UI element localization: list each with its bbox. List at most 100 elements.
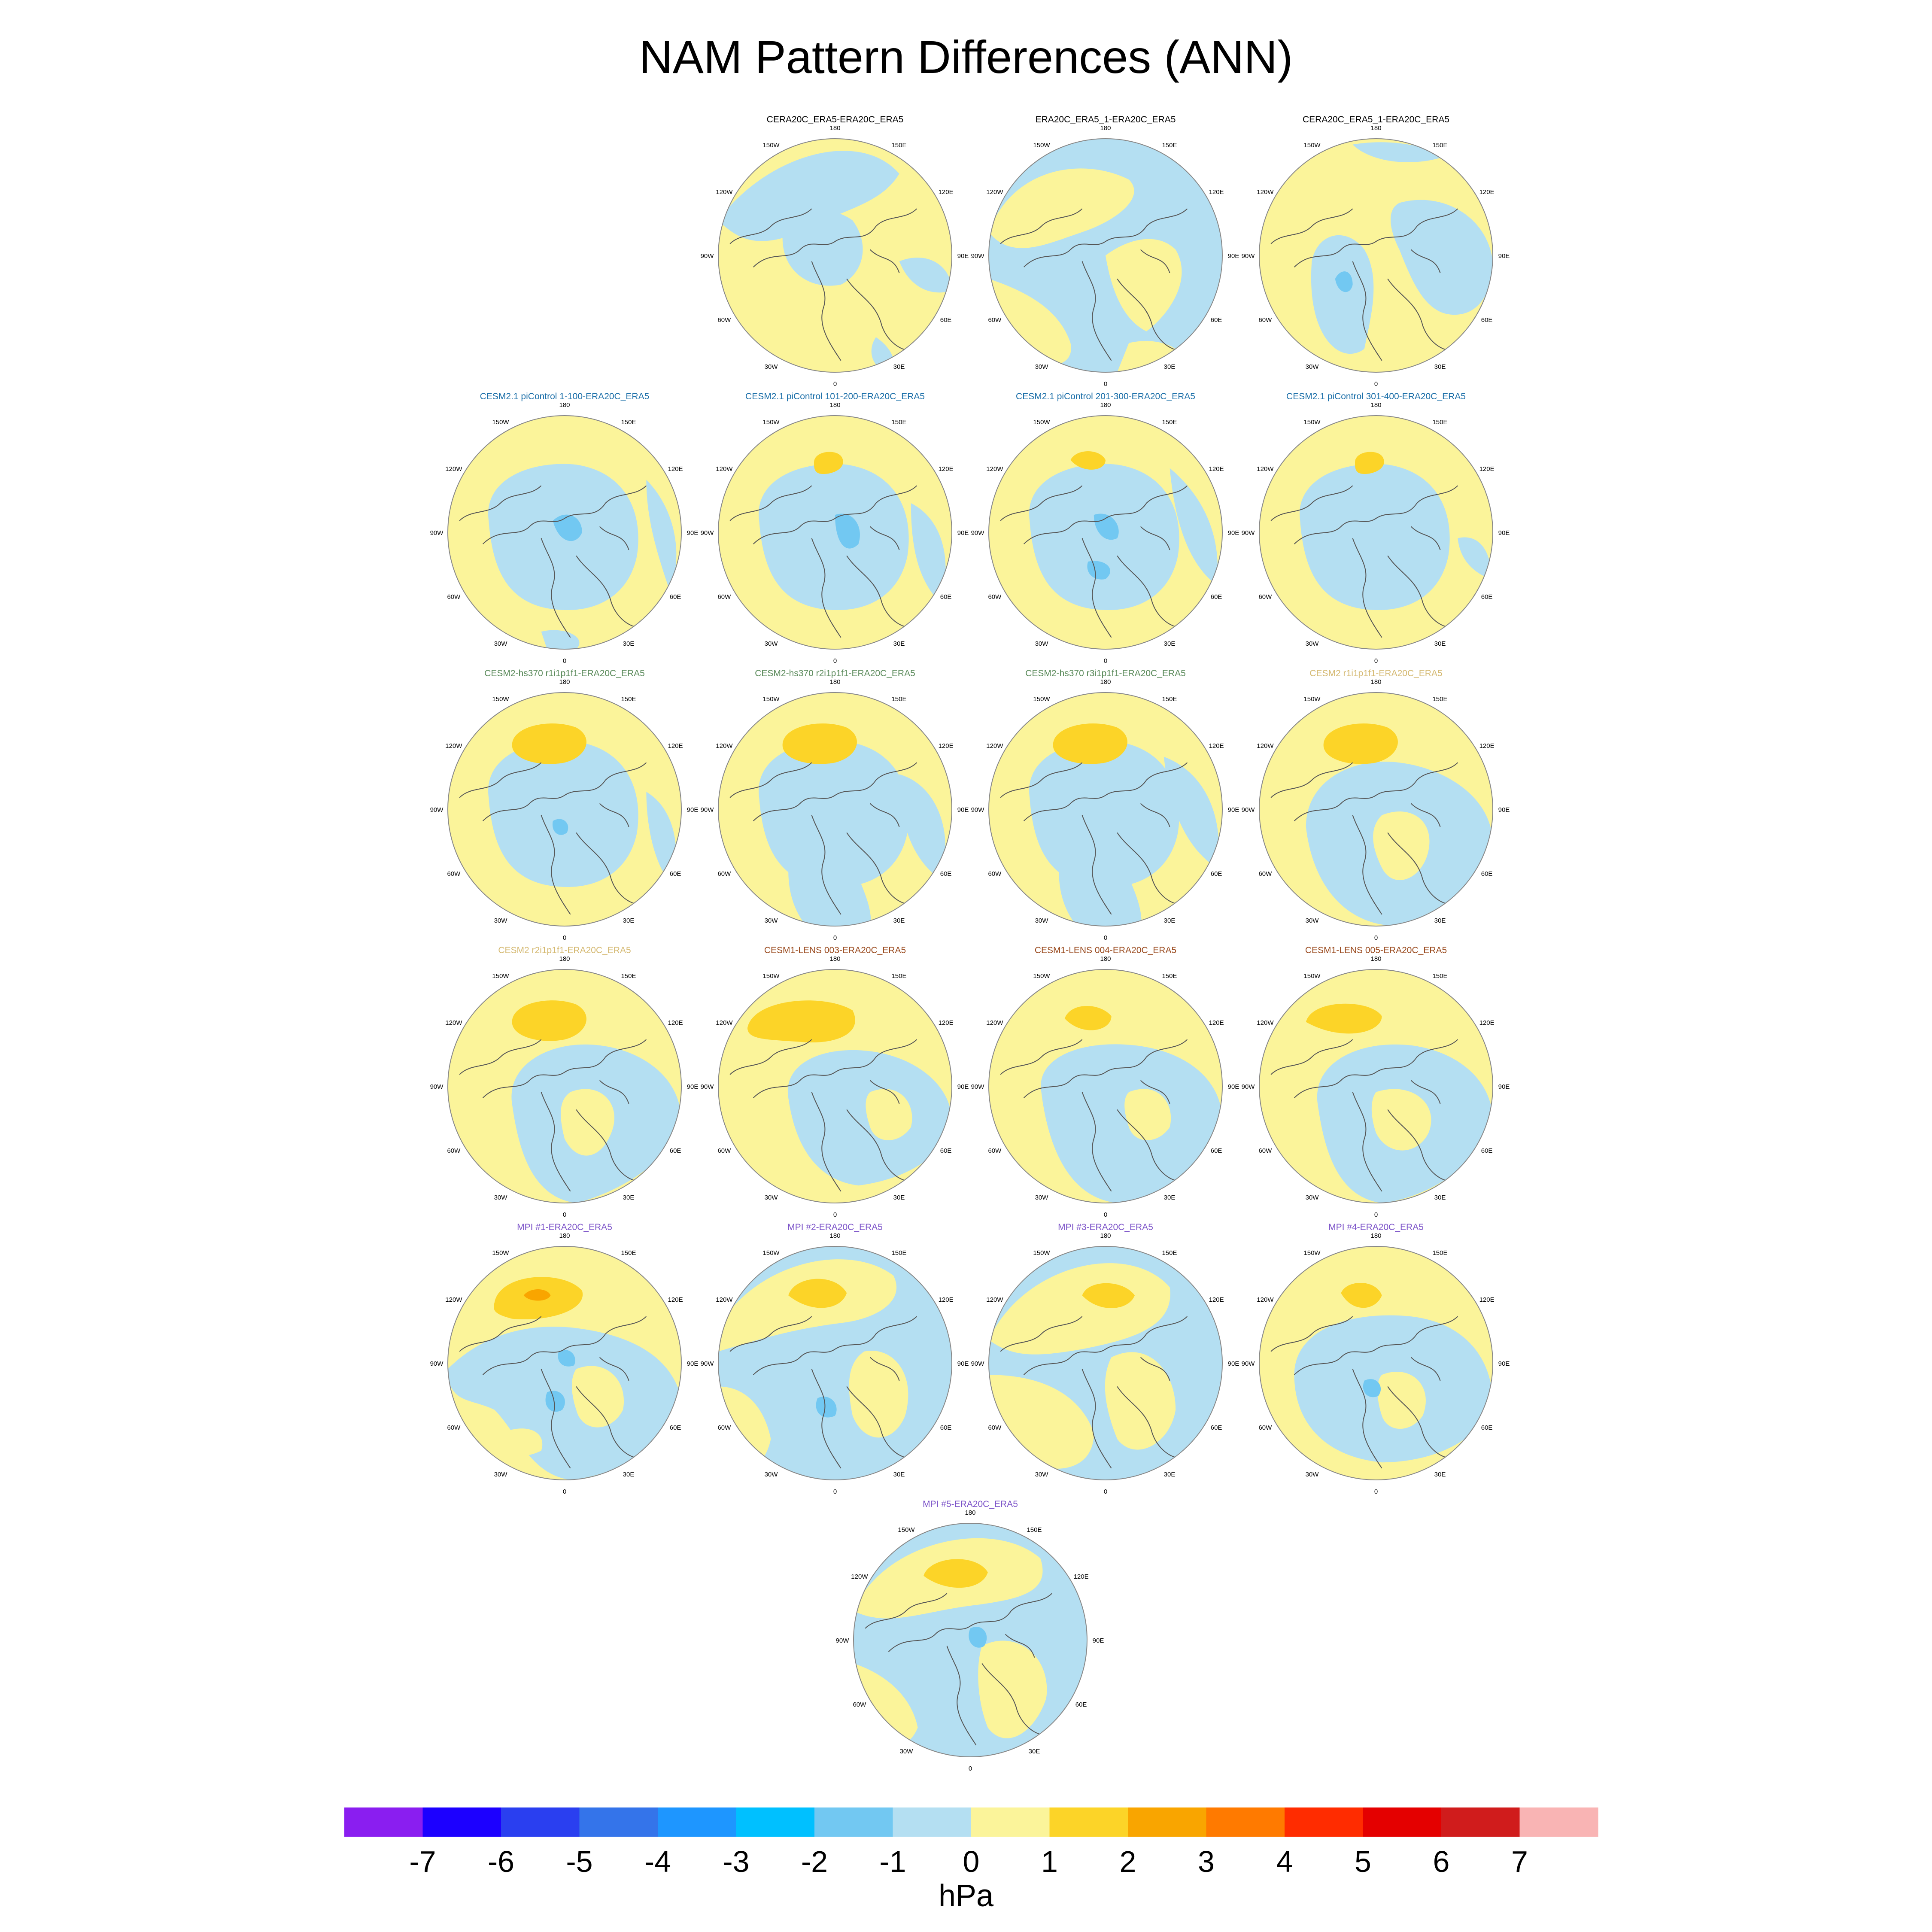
longitude-label: 90W: [1242, 1083, 1255, 1091]
longitude-label: 180: [1100, 125, 1111, 132]
longitude-label: 60W: [988, 1424, 1002, 1431]
coastline: [1294, 208, 1458, 267]
longitude-label: 120W: [986, 1296, 1003, 1303]
longitude-label: 60W: [447, 1147, 461, 1154]
longitude-label: 150W: [762, 696, 780, 703]
contour-region: [1355, 452, 1384, 474]
contour-region: [1323, 723, 1398, 764]
map-panel: 180 150E 120E 90E 60E 30E 0 30W 60W 90W 120W 150W CE…: [1242, 668, 1510, 942]
longitude-label: 0: [1374, 1211, 1378, 1218]
coastline: [1000, 1316, 1083, 1352]
contour-region: [782, 210, 863, 286]
contour-fill: [718, 416, 952, 649]
longitude-label: 150W: [762, 972, 780, 980]
map-border: [718, 692, 952, 927]
longitude-label: 120E: [668, 1019, 683, 1027]
longitude-label: 60E: [1211, 1424, 1222, 1431]
longitude-label: 30E: [1434, 917, 1446, 924]
longitude-label: 60E: [940, 316, 952, 324]
panel-title: MPI #2-ERA20C_ERA5: [787, 1222, 883, 1232]
longitude-label: 90W: [836, 1637, 850, 1644]
longitude-label: 30W: [765, 1471, 778, 1478]
longitude-label: 60E: [1211, 593, 1222, 601]
contour-region: [1053, 723, 1127, 764]
longitude-label: 60E: [1481, 1147, 1493, 1154]
coastline: [1410, 1080, 1441, 1104]
panel-title: MPI #1-ERA20C_ERA5: [517, 1222, 612, 1232]
longitude-label: 60W: [717, 870, 731, 878]
longitude-label: 150W: [492, 419, 509, 426]
longitude-label: 150E: [1432, 972, 1447, 980]
longitude-label: 30E: [1164, 640, 1176, 647]
coastline: [753, 1316, 917, 1375]
map-border: [447, 1246, 682, 1480]
longitude-label: 60E: [670, 1424, 681, 1431]
longitude-label: 0: [833, 934, 837, 942]
coastline: [1352, 261, 1382, 361]
contour-region: [512, 1000, 586, 1041]
coastline: [459, 1316, 542, 1352]
longitude-label: 30W: [1035, 917, 1049, 924]
contour-region: [1124, 1089, 1171, 1140]
longitude-label: 120E: [939, 1296, 954, 1303]
contour-region: [512, 723, 586, 764]
coastline: [811, 1092, 841, 1192]
longitude-label: 120E: [1209, 465, 1224, 473]
map-panel: 180 150E 120E 90E 60E 30E 0 30W 60W 90W 120W 150W CE…: [1242, 945, 1510, 1218]
longitude-label: 150E: [621, 419, 636, 426]
map-panel: 180 150E 120E 90E 60E 30E 0 30W 60W 90W 120W 150W CE…: [430, 392, 699, 665]
contour-region: [495, 1428, 543, 1457]
coastline: [753, 208, 917, 267]
coastline: [869, 249, 900, 273]
panel-title: CESM1-LENS 004-ERA20C_ERA5: [1035, 945, 1176, 955]
coastline: [482, 762, 647, 821]
coastline: [1023, 762, 1188, 821]
longitude-label: 90E: [687, 1360, 699, 1367]
longitude-label: 90E: [957, 252, 969, 260]
longitude-label: 0: [1374, 657, 1378, 665]
map-border: [718, 138, 952, 373]
longitude-label: 120E: [668, 1296, 683, 1303]
contour-region: [1105, 1352, 1176, 1450]
coastline: [1270, 1039, 1353, 1075]
map-border: [1259, 415, 1493, 650]
longitude-label: 120W: [716, 1019, 733, 1027]
coastline: [869, 1080, 900, 1104]
longitude-label: 180: [1100, 678, 1111, 686]
longitude-label: 30W: [1306, 1471, 1319, 1478]
longitude-label: 90W: [1242, 252, 1255, 260]
longitude-label: 150E: [891, 419, 906, 426]
longitude-label: 150W: [492, 972, 509, 980]
longitude-label: 120W: [716, 188, 733, 196]
longitude-label: 180: [1370, 1232, 1381, 1239]
longitude-label: 90W: [701, 252, 714, 260]
longitude-label: 60E: [940, 593, 952, 601]
map-border: [447, 692, 682, 927]
longitude-label: 60E: [940, 1147, 952, 1154]
contour-region: [814, 452, 843, 474]
longitude-label: 90E: [1228, 252, 1239, 260]
map-border: [1259, 138, 1493, 373]
longitude-label: 120W: [986, 1019, 1003, 1027]
longitude-label: 150E: [1432, 419, 1447, 426]
coastline: [1352, 1369, 1382, 1469]
longitude-label: 180: [1370, 125, 1381, 132]
longitude-label: 90W: [971, 806, 985, 814]
longitude-label: 120W: [716, 742, 733, 750]
longitude-label: 120W: [986, 188, 1003, 196]
map-border: [1259, 692, 1493, 927]
longitude-label: 180: [559, 678, 570, 686]
contour-region: [1094, 513, 1119, 540]
longitude-label: 30E: [893, 917, 905, 924]
longitude-label: 150W: [1033, 419, 1050, 426]
longitude-label: 90W: [971, 1083, 985, 1091]
coastline: [811, 1369, 841, 1469]
map-border: [1259, 1246, 1493, 1480]
contour-region: [1170, 468, 1218, 585]
contour-region: [923, 1559, 988, 1588]
panel-title: MPI #4-ERA20C_ERA5: [1328, 1222, 1424, 1232]
longitude-label: 180: [829, 955, 840, 963]
coastline: [1270, 485, 1353, 521]
longitude-label: 120E: [939, 1019, 954, 1027]
contour-region: [1391, 200, 1493, 315]
